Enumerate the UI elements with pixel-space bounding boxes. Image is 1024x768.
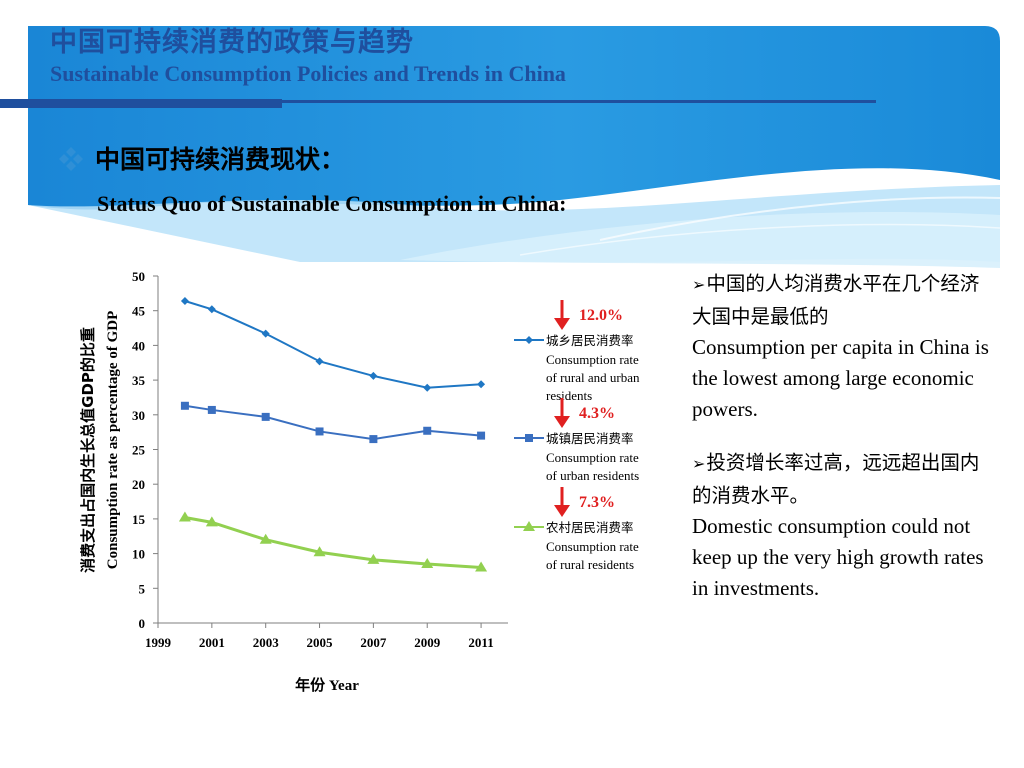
legend-3-label-english: of rural residents (546, 557, 634, 572)
legend-3-label-chinese: 农村居民消费率 (546, 520, 634, 535)
key-point-1-chinese: 中国的人均消费水平在几个经济大国中是最低的 (692, 272, 980, 328)
legend-2-marker (525, 434, 533, 442)
series-1-point (180, 296, 189, 305)
series-2-point (315, 427, 324, 436)
series-1-line (184, 300, 482, 389)
legend-2-label-chinese: 城镇居民消费率 (546, 431, 634, 446)
legend-3-label-english: Consumption rate (546, 539, 639, 554)
legend-1-marker (525, 336, 533, 344)
series-2-point (180, 401, 189, 410)
legend-3-marker (523, 521, 535, 531)
y-tick-label: 50 (132, 269, 145, 284)
key-points-list: ➢中国的人均消费水平在几个经济大国中是最低的 Consumption per c… (692, 268, 992, 626)
series-3-decline-label: 7.3% (579, 494, 615, 511)
series-3-point (259, 533, 272, 544)
x-tick-label: 2007 (360, 635, 387, 650)
x-tick-label: 2003 (253, 635, 280, 650)
slide-title-chinese: 中国可持续消费的政策与趋势 (50, 27, 414, 58)
series-2-point (477, 431, 486, 440)
header-bar-thick (0, 99, 282, 108)
down-arrow-icon (554, 505, 570, 517)
series-3-point (367, 553, 380, 564)
series-3-point (313, 546, 326, 557)
y-tick-label: 20 (132, 477, 145, 492)
section-heading-english: Status Quo of Sustainable Consumption in… (97, 191, 567, 216)
legend-2-label-english: Consumption rate (546, 450, 639, 465)
legend-2-label-english: of urban residents (546, 468, 639, 483)
series-3-point (205, 516, 218, 527)
down-arrow-icon (554, 318, 570, 330)
x-tick-label: 2005 (307, 635, 334, 650)
y-tick-label: 25 (132, 443, 146, 458)
key-point-2: ➢投资增长率过高，远远超出国内的消费水平。 Domestic consumpti… (692, 447, 992, 604)
diamond-cluster-icon (59, 147, 83, 171)
series-1-point (207, 305, 216, 314)
series-2-decline-label: 4.3% (579, 405, 615, 422)
x-tick-label: 2011 (468, 635, 493, 650)
y-tick-label: 30 (132, 408, 145, 423)
series-3-point (475, 561, 488, 572)
slide-title-english: Sustainable Consumption Policies and Tre… (50, 61, 566, 86)
y-tick-label: 5 (139, 581, 146, 596)
y-tick-label: 35 (132, 373, 146, 388)
series-1-point (423, 383, 432, 392)
series-1-point (315, 357, 324, 366)
key-point-1: ➢中国的人均消费水平在几个经济大国中是最低的 Consumption per c… (692, 268, 992, 425)
series-3-line (184, 516, 482, 569)
y-tick-label: 15 (132, 512, 146, 527)
section-heading-chinese: 中国可持续消费现状： (95, 145, 346, 174)
key-point-2-english: Domestic consumption could not keep up t… (692, 514, 984, 600)
x-tick-label: 1999 (145, 635, 172, 650)
y-axis-title-english: Consumption rate as percentage of GDP (105, 311, 121, 569)
series-1-point (261, 329, 270, 338)
series-3-point (178, 511, 191, 522)
y-tick-label: 10 (132, 547, 145, 562)
key-point-1-english: Consumption per capita in China is the l… (692, 335, 989, 421)
series-3-point (421, 558, 434, 569)
series-2-point (207, 405, 216, 414)
legend-1-label-english: Consumption rate (546, 352, 639, 367)
header-bar-thin (0, 100, 876, 103)
y-tick-label: 0 (139, 616, 146, 631)
legend-1-label-english: residents (546, 388, 592, 403)
key-point-2-chinese: 投资增长率过高，远远超出国内的消费水平。 (692, 451, 980, 507)
legend-1-label-chinese: 城乡居民消费率 (546, 333, 634, 348)
header-wave-line-2 (519, 223, 1001, 256)
x-tick-label: 2001 (199, 635, 225, 650)
header-band (28, 26, 1000, 210)
y-axis-title-chinese: 消费支出占国内生长总值GDP的比重 (79, 327, 97, 573)
down-arrow-icon (554, 416, 570, 428)
x-axis-title: 年份 Year (295, 676, 359, 694)
series-1-point (477, 380, 486, 389)
series-2-point (369, 435, 378, 444)
header-wave-line (599, 196, 1001, 241)
arrowhead-bullet-icon: ➢ (692, 456, 706, 473)
series-2-line (184, 404, 482, 441)
series-2-point (423, 426, 432, 435)
y-tick-label: 40 (132, 338, 145, 353)
legend-1-label-english: of rural and urban (546, 370, 640, 385)
x-tick-label: 2009 (414, 635, 441, 650)
header-wave-mid (400, 212, 1000, 268)
arrowhead-bullet-icon: ➢ (692, 277, 706, 294)
series-2-point (261, 412, 270, 421)
series-1-decline-label: 12.0% (579, 307, 623, 324)
series-1-point (369, 371, 378, 380)
y-tick-label: 45 (132, 304, 146, 319)
